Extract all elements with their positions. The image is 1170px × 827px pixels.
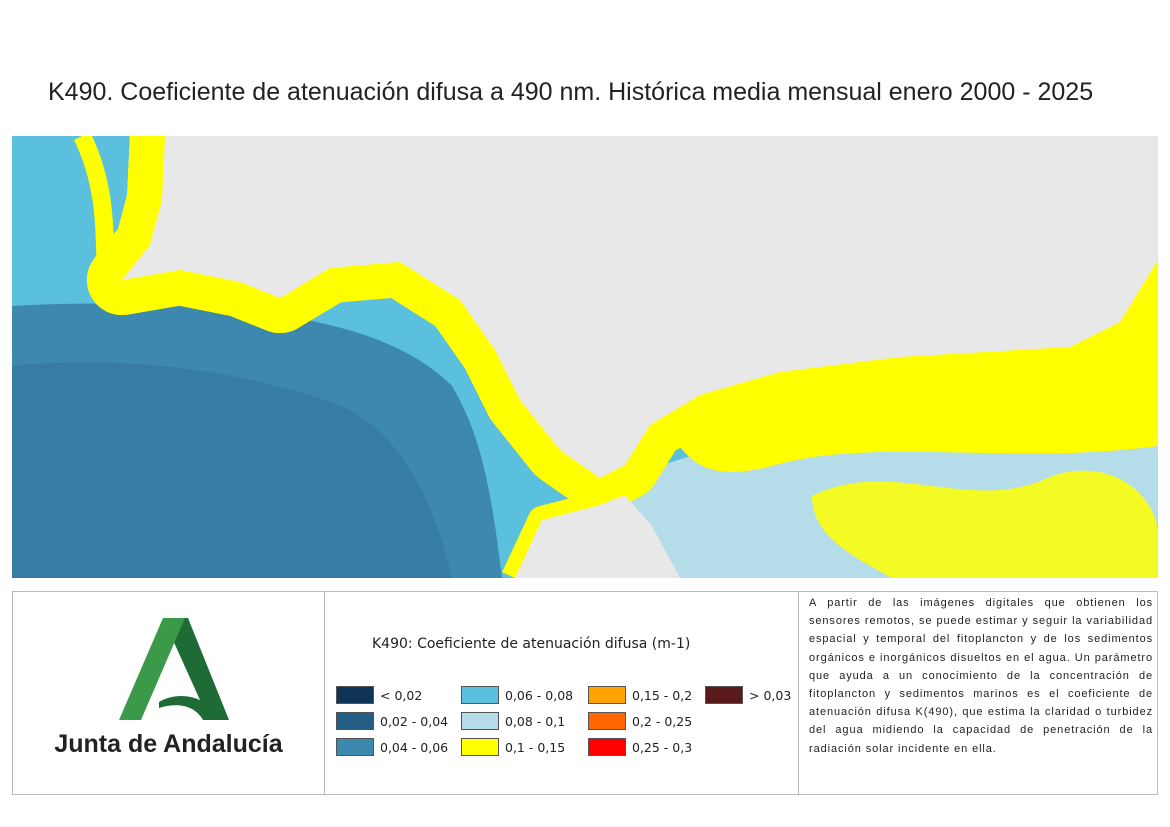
legend-swatch (588, 738, 626, 756)
legend-swatch (461, 738, 499, 756)
logo: Junta de Andalucía (13, 592, 325, 794)
legend-item: 0,04 - 0,06 (336, 738, 448, 756)
legend-swatch (336, 712, 374, 730)
legend-item: 0,08 - 0,1 (461, 712, 565, 730)
legend-swatch (336, 738, 374, 756)
legend-swatch (588, 712, 626, 730)
legend-item: < 0,02 (336, 686, 422, 704)
legend-swatch (705, 686, 743, 704)
legend-swatch (588, 686, 626, 704)
legend-label: < 0,02 (380, 687, 423, 703)
logo-mark (119, 618, 229, 720)
legend-swatch (461, 712, 499, 730)
legend-label: 0,06 - 0,08 (505, 687, 574, 703)
legend-label: 0,08 - 0,1 (505, 713, 566, 729)
legend: K490: Coeficiente de atenuación difusa (… (324, 592, 799, 794)
legend-title: K490: Coeficiente de atenuación difusa (… (372, 636, 691, 652)
map (12, 136, 1158, 578)
info-panel: Junta de Andalucía K490: Coeficiente de … (12, 591, 1158, 795)
legend-label: 0,25 - 0,3 (632, 739, 693, 755)
description: A partir de las imágenes digitales que o… (809, 597, 1153, 755)
coastal-water (812, 470, 1158, 578)
land (515, 495, 680, 578)
legend-item: 0,25 - 0,3 (588, 738, 692, 756)
legend-label: > 0,03 (749, 687, 792, 703)
logo-text: Junta de Andalucía (54, 730, 283, 758)
legend-item: 0,15 - 0,2 (588, 686, 692, 704)
legend-item: 0,06 - 0,08 (461, 686, 573, 704)
legend-label: 0,04 - 0,06 (380, 739, 449, 755)
legend-item: 0,02 - 0,04 (336, 712, 448, 730)
legend-swatch (336, 686, 374, 704)
legend-label: 0,02 - 0,04 (380, 713, 449, 729)
legend-label: 0,1 - 0,15 (505, 739, 566, 755)
legend-item: 0,1 - 0,15 (461, 738, 565, 756)
legend-label: 0,15 - 0,2 (632, 687, 693, 703)
legend-label: 0,2 - 0,25 (632, 713, 693, 729)
map-title: K490. Coeficiente de atenuación difusa a… (48, 78, 1094, 106)
land (122, 136, 1158, 478)
legend-swatch (461, 686, 499, 704)
legend-item: 0,2 - 0,25 (588, 712, 692, 730)
deep-water (12, 362, 452, 578)
legend-item: > 0,03 (705, 686, 791, 704)
